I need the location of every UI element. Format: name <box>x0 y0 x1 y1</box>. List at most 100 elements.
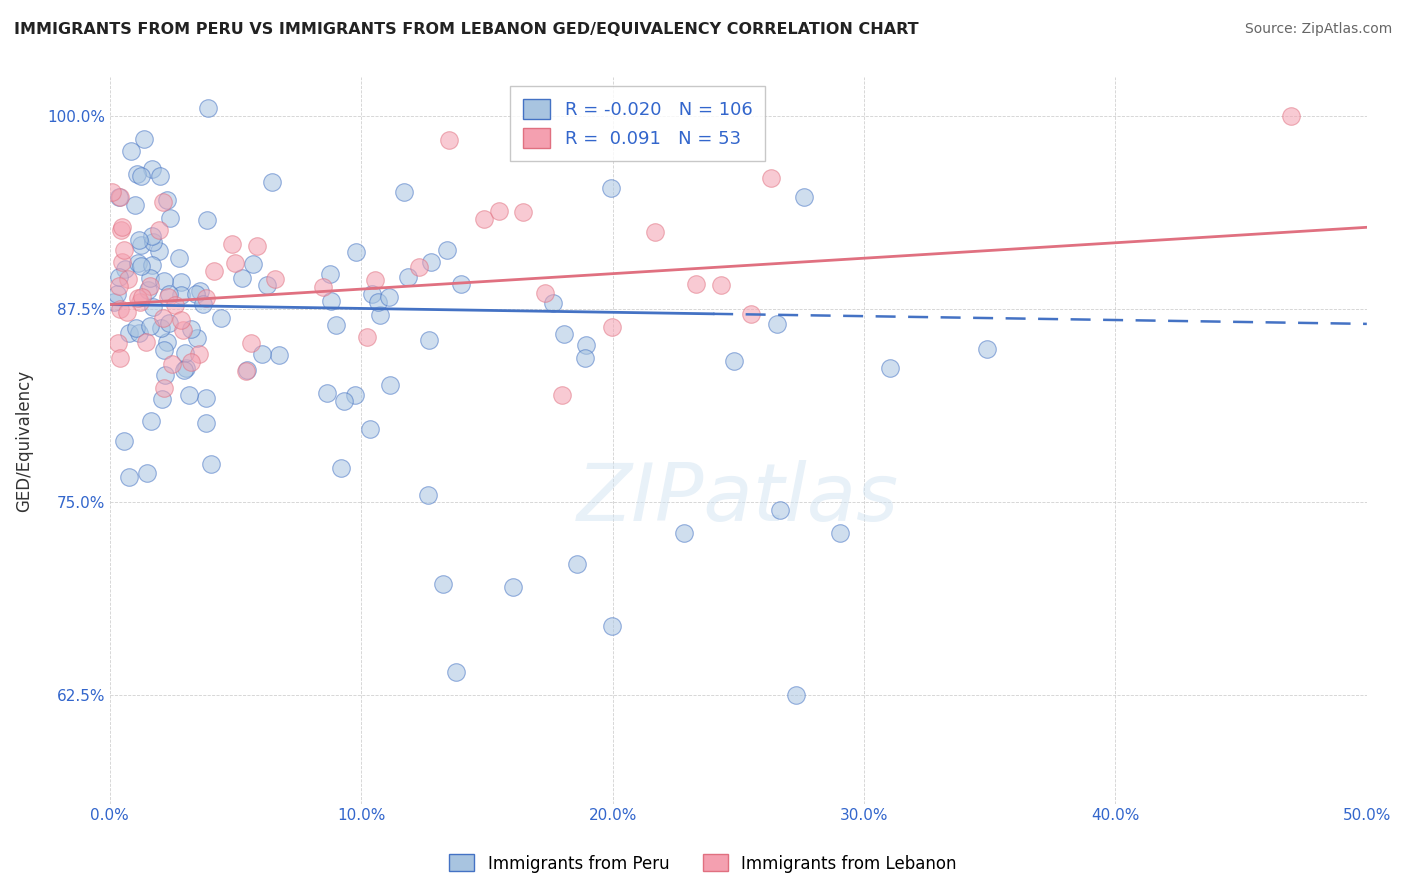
Point <box>127 291 149 305</box>
Point <box>118 470 141 484</box>
Point <box>195 213 218 227</box>
Point <box>108 301 131 316</box>
Point <box>101 186 124 200</box>
Point <box>436 243 458 257</box>
Point <box>396 269 419 284</box>
Point <box>325 318 347 332</box>
Point <box>333 394 356 409</box>
Point <box>156 290 179 304</box>
Point <box>319 294 342 309</box>
Point <box>108 279 131 293</box>
Point <box>766 317 789 331</box>
Point <box>392 185 415 199</box>
Point <box>235 364 257 378</box>
Point <box>202 263 225 277</box>
Y-axis label: GED/Equivalency: GED/Equivalency <box>15 369 32 512</box>
Point <box>344 244 367 259</box>
Point <box>553 327 575 342</box>
Point <box>250 346 273 360</box>
Point <box>195 416 218 430</box>
Point <box>418 333 440 347</box>
Point <box>170 275 193 289</box>
Point <box>793 189 815 203</box>
Point <box>141 414 163 428</box>
Point <box>105 287 128 301</box>
Point <box>180 322 202 336</box>
Point <box>236 362 259 376</box>
Point <box>107 336 129 351</box>
Point <box>131 237 153 252</box>
Point <box>148 244 170 258</box>
Point <box>153 343 176 358</box>
Point <box>416 487 439 501</box>
Point <box>124 198 146 212</box>
Point <box>163 298 186 312</box>
Point <box>159 211 181 225</box>
Point <box>132 131 155 145</box>
Point <box>139 270 162 285</box>
Text: ZIPatlas: ZIPatlas <box>578 459 900 538</box>
Point <box>1279 109 1302 123</box>
Point <box>574 351 596 366</box>
Point <box>723 353 745 368</box>
Point <box>103 294 125 309</box>
Point <box>129 294 152 309</box>
Point <box>111 219 134 234</box>
Point <box>361 287 384 301</box>
Point <box>114 261 136 276</box>
Point <box>343 388 366 402</box>
Legend: Immigrants from Peru, Immigrants from Lebanon: Immigrants from Peru, Immigrants from Le… <box>443 847 963 880</box>
Point <box>180 355 202 369</box>
Point <box>316 385 339 400</box>
Point <box>976 342 998 356</box>
Point <box>108 190 131 204</box>
Point <box>209 311 232 326</box>
Point <box>172 323 194 337</box>
Point <box>135 334 157 349</box>
Point <box>111 255 134 269</box>
Point <box>769 503 792 517</box>
Point <box>108 270 131 285</box>
Text: IMMIGRANTS FROM PERU VS IMMIGRANTS FROM LEBANON GED/EQUIVALENCY CORRELATION CHAR: IMMIGRANTS FROM PERU VS IMMIGRANTS FROM … <box>14 22 918 37</box>
Point <box>450 277 472 291</box>
Point <box>502 580 524 594</box>
Point <box>141 161 163 176</box>
Point <box>131 260 153 274</box>
Point <box>263 272 285 286</box>
Point <box>408 260 430 274</box>
Point <box>152 381 174 395</box>
Point <box>260 175 283 189</box>
Point <box>740 307 762 321</box>
Point <box>129 169 152 183</box>
Point <box>108 190 131 204</box>
Point <box>330 460 353 475</box>
Point <box>153 368 176 383</box>
Point <box>157 317 180 331</box>
Point <box>174 361 197 376</box>
Point <box>152 274 174 288</box>
Point <box>359 421 381 435</box>
Point <box>565 557 588 571</box>
Point <box>312 280 335 294</box>
Point <box>173 363 195 377</box>
Point <box>367 295 389 310</box>
Point <box>472 212 495 227</box>
Point <box>240 336 263 351</box>
Point <box>319 267 342 281</box>
Point <box>150 321 173 335</box>
Point <box>432 577 454 591</box>
Point <box>444 665 467 680</box>
Point <box>127 167 149 181</box>
Point <box>139 318 162 333</box>
Point <box>170 287 193 301</box>
Legend: R = -0.020   N = 106, R =  0.091   N = 53: R = -0.020 N = 106, R = 0.091 N = 53 <box>510 87 765 161</box>
Point <box>785 689 807 703</box>
Point <box>242 257 264 271</box>
Point <box>177 388 200 402</box>
Point <box>127 255 149 269</box>
Point <box>117 272 139 286</box>
Point <box>141 258 163 272</box>
Point <box>256 278 278 293</box>
Point <box>575 338 598 352</box>
Point <box>152 310 174 325</box>
